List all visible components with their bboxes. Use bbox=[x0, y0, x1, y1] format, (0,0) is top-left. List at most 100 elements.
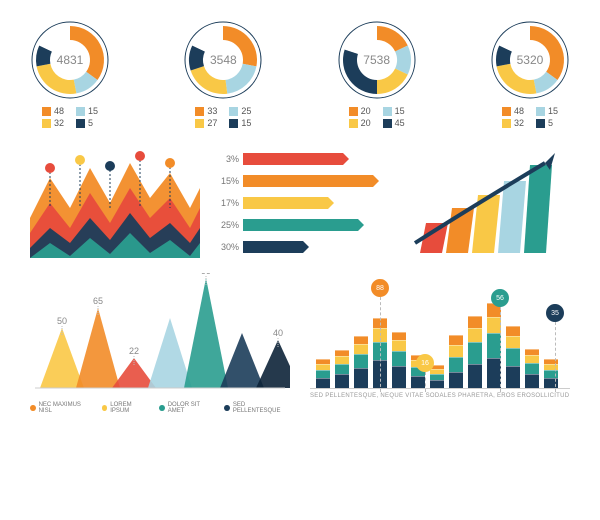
legend-item: 48 bbox=[502, 106, 524, 116]
legend-value: 20 bbox=[361, 118, 371, 128]
stacked-segment bbox=[392, 332, 406, 340]
hbar-bar bbox=[243, 219, 358, 231]
stacked-segment bbox=[392, 366, 406, 388]
row-2: 3% 15% 17% 25% 30% bbox=[30, 148, 570, 258]
value-bubble: 16 bbox=[416, 354, 434, 372]
hbar-bar bbox=[243, 197, 328, 209]
hbar-label: 30% bbox=[215, 242, 239, 252]
donut-block: 354833252715 bbox=[183, 20, 263, 128]
hbar-item: 17% bbox=[215, 197, 385, 209]
stacked-segment bbox=[506, 348, 520, 366]
stacked-segment bbox=[506, 336, 520, 348]
legend-swatch bbox=[229, 119, 238, 128]
donut-legend: 48 15 32 5 bbox=[42, 106, 98, 128]
value-bubble: 35 bbox=[546, 304, 564, 322]
horizontal-bars: 3% 15% 17% 25% 30% bbox=[215, 148, 385, 258]
legend-item: 15 bbox=[536, 106, 558, 116]
stacked-segment bbox=[392, 340, 406, 351]
stacked-segment bbox=[525, 355, 539, 363]
legend-item: 5 bbox=[76, 118, 98, 128]
legend-swatch bbox=[349, 119, 358, 128]
stacked-segment bbox=[468, 328, 482, 342]
legend-value: 15 bbox=[88, 106, 98, 116]
hbar-label: 25% bbox=[215, 220, 239, 230]
stacked-segment bbox=[354, 368, 368, 388]
triangles-chart: 5065229940 NEC MAXIMUS NISLLOREM IPSUMDO… bbox=[30, 273, 290, 423]
legend-swatch bbox=[42, 119, 51, 128]
legend-value: 15 bbox=[241, 118, 251, 128]
hbar-bar bbox=[243, 241, 303, 253]
legend-dot bbox=[30, 405, 36, 411]
legend-text: NEC MAXIMUS NISL bbox=[39, 402, 92, 414]
legend-text: DOLOR SIT AMET bbox=[168, 402, 215, 414]
svg-text:50: 50 bbox=[57, 316, 67, 326]
infographic-container: 4831481532535483325271575382015204553204… bbox=[0, 0, 600, 520]
legend-swatch bbox=[229, 107, 238, 116]
legend-dot bbox=[224, 405, 230, 411]
value-bubble: 56 bbox=[491, 289, 509, 307]
legend-dot bbox=[159, 405, 165, 411]
donut-block: 53204815325 bbox=[490, 20, 570, 128]
svg-text:99: 99 bbox=[201, 273, 211, 276]
donut-block: 753820152045 bbox=[337, 20, 417, 128]
legend-value: 15 bbox=[395, 106, 405, 116]
svg-text:40: 40 bbox=[273, 328, 283, 338]
triangle-legend-item: LOREM IPSUM bbox=[102, 402, 149, 414]
legend-value: 5 bbox=[548, 118, 553, 128]
stacked-segment bbox=[487, 358, 501, 388]
stacked-segment bbox=[354, 336, 368, 344]
legend-item: 27 bbox=[195, 118, 217, 128]
legend-text: SED PELLENTESQUE bbox=[233, 402, 290, 414]
svg-text:22: 22 bbox=[129, 346, 139, 356]
stacked-segment bbox=[468, 342, 482, 364]
hbar-item: 15% bbox=[215, 175, 385, 187]
legend-value: 20 bbox=[361, 106, 371, 116]
stacked-segment bbox=[335, 374, 349, 388]
stacked-bars-chart: 88 16 56 35 SED PELLENTESQUE, NEQUE VITAE S… bbox=[310, 273, 570, 423]
value-bubble: 88 bbox=[371, 279, 389, 297]
legend-swatch bbox=[536, 119, 545, 128]
legend-swatch bbox=[502, 119, 511, 128]
donut-row: 4831481532535483325271575382015204553204… bbox=[30, 20, 570, 128]
stacked-segment bbox=[487, 333, 501, 358]
hbar-label: 15% bbox=[215, 176, 239, 186]
legend-item: 32 bbox=[42, 118, 64, 128]
stacked-segment bbox=[411, 376, 425, 388]
legend-item: 25 bbox=[229, 106, 251, 116]
stacked-segment bbox=[354, 344, 368, 354]
triangles-legend: NEC MAXIMUS NISL LOREM IPSUM DOLOR SIT AME… bbox=[30, 402, 290, 414]
stacked-segment bbox=[316, 378, 330, 388]
stacked-segment bbox=[430, 369, 444, 374]
legend-swatch bbox=[76, 107, 85, 116]
legend-swatch bbox=[76, 119, 85, 128]
donut-legend: 20152045 bbox=[349, 106, 405, 128]
legend-item: 48 bbox=[42, 106, 64, 116]
stacked-caption: SED PELLENTESQUE, NEQUE VITAE SODALES PH… bbox=[310, 393, 570, 399]
hbar-label: 3% bbox=[215, 154, 239, 164]
triangle-legend-item: NEC MAXIMUS NISL bbox=[30, 402, 92, 414]
hbar-label: 17% bbox=[215, 198, 239, 208]
legend-dot bbox=[102, 405, 108, 411]
stacked-segment bbox=[335, 350, 349, 356]
stacked-segment bbox=[449, 345, 463, 357]
legend-swatch bbox=[502, 107, 511, 116]
stacked-segment bbox=[525, 363, 539, 374]
stacked-segment bbox=[316, 370, 330, 378]
stacked-segment bbox=[525, 374, 539, 388]
legend-value: 15 bbox=[548, 106, 558, 116]
growth-chart bbox=[400, 148, 570, 258]
stacked-segment bbox=[449, 357, 463, 372]
legend-swatch bbox=[42, 107, 51, 116]
legend-swatch bbox=[195, 119, 204, 128]
stacked-segment bbox=[354, 354, 368, 368]
stacked-segment bbox=[506, 366, 520, 388]
donut-value: 5320 bbox=[517, 53, 544, 67]
stacked-segment bbox=[449, 372, 463, 388]
stacked-segment bbox=[316, 359, 330, 364]
legend-swatch bbox=[536, 107, 545, 116]
legend-swatch bbox=[195, 107, 204, 116]
stacked-segment bbox=[430, 380, 444, 388]
stacked-segment bbox=[316, 364, 330, 370]
legend-value: 48 bbox=[54, 106, 64, 116]
legend-value: 33 bbox=[207, 106, 217, 116]
